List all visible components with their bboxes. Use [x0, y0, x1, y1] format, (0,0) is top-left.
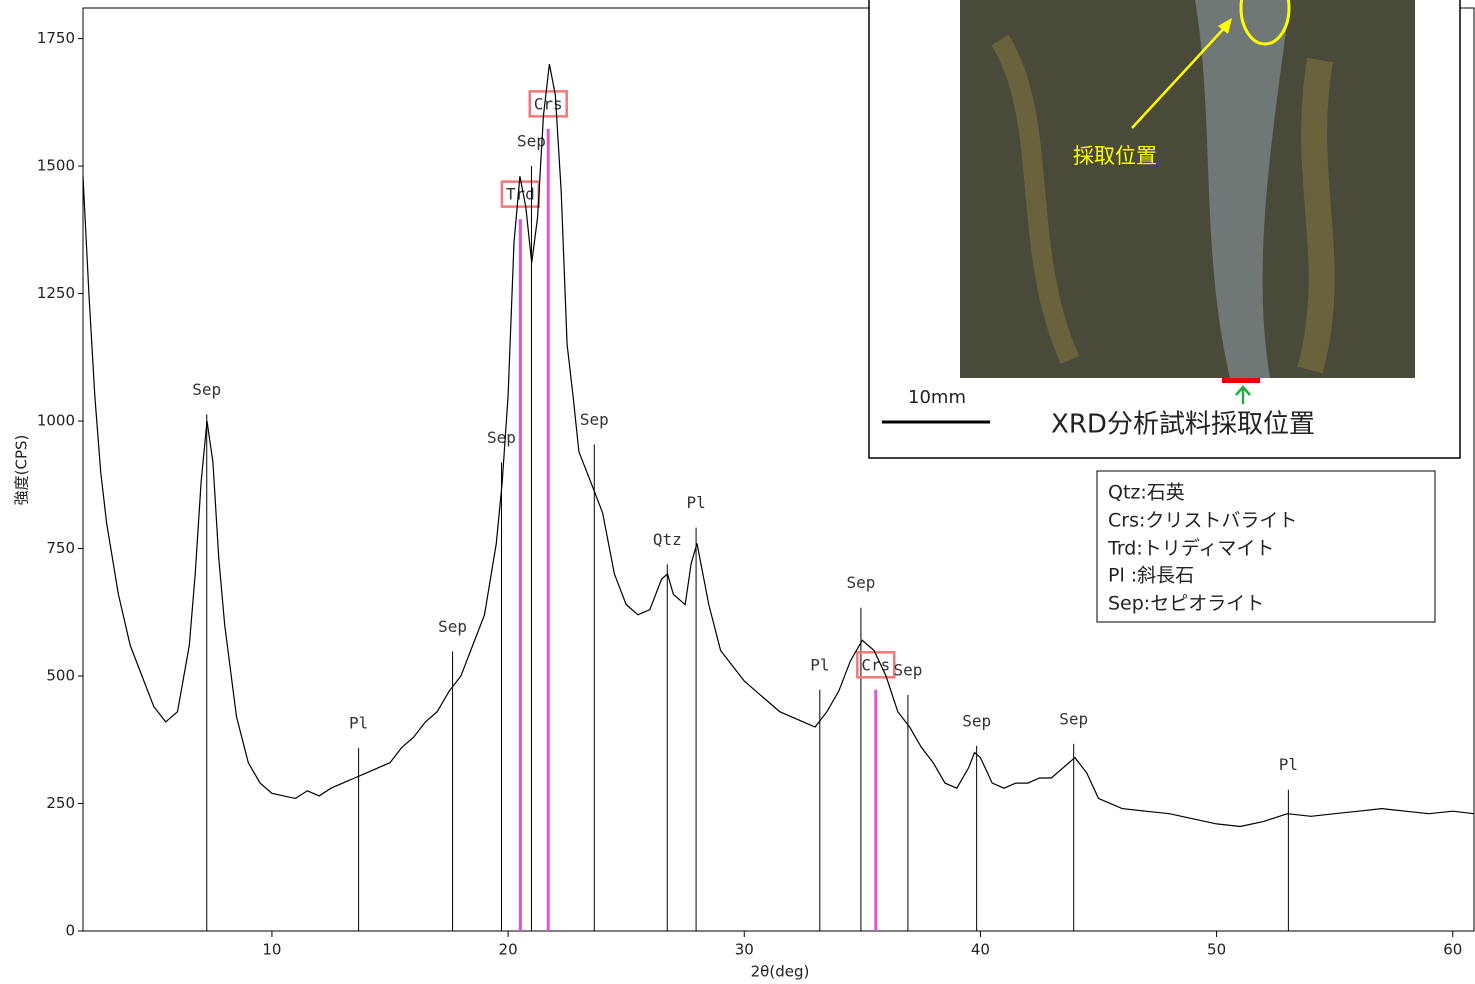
x-tick-label: 60 — [1443, 941, 1462, 959]
legend-entry: Trd:トリディマイト — [1107, 538, 1274, 560]
photo-label: 採取位置 — [1073, 144, 1157, 168]
peak-label-box — [856, 651, 896, 679]
y-tick-label: 500 — [46, 667, 75, 685]
photo-inset: 採取位置 10mm XRD分析試料採取位置 — [868, 0, 1461, 459]
legend-box — [1096, 470, 1436, 623]
peak-label: Sep — [846, 573, 875, 592]
arrow-head — [1218, 18, 1232, 34]
peak-label: Sep — [893, 660, 922, 679]
vein — [1195, 0, 1290, 378]
peak-label: Trd — [506, 185, 535, 204]
peak-label: Sep — [438, 617, 467, 636]
y-tick-label: 250 — [46, 794, 75, 812]
x-tick-label: 50 — [1207, 941, 1226, 959]
pointer-arrow — [1131, 23, 1229, 129]
scale-label: 10mm — [908, 387, 966, 408]
peak-label: Pl — [349, 713, 368, 732]
texture — [1297, 57, 1335, 374]
texture — [991, 34, 1080, 365]
x-tick-label: 40 — [971, 941, 990, 959]
peak-label: Pl — [686, 493, 705, 512]
legend-entry: Pl :斜長石 — [1108, 565, 1194, 587]
peak-label: Sep — [962, 711, 991, 730]
peak-label: Crs — [861, 655, 890, 674]
legend-entry: Sep:セピオライト — [1108, 593, 1264, 615]
peak-label: Pl — [1279, 755, 1298, 774]
y-tick-label: 1000 — [37, 412, 75, 430]
peak-label-box — [528, 90, 568, 118]
plot-frame — [82, 7, 1475, 932]
photo-caption: XRD分析試料採取位置 — [1051, 410, 1315, 440]
x-tick-label: 10 — [262, 941, 281, 959]
x-tick-label: 20 — [499, 941, 518, 959]
y-tick-label: 0 — [65, 922, 75, 940]
peak-label: Sep — [1059, 709, 1088, 728]
plot-area: 0 250 500 750 1000 1250 1500 1750 10 20 30 40 50 60 Se… — [37, 29, 1475, 959]
y-axis-title: 強度(CPS) — [13, 435, 31, 506]
peak-label: Sep — [487, 428, 516, 447]
peak-label: Sep — [192, 380, 221, 399]
peak-label: Crs — [534, 94, 563, 113]
y-tick-label: 750 — [46, 539, 75, 557]
peak-label: Sep — [580, 410, 609, 429]
sample-mark — [1222, 378, 1260, 383]
y-tick-label: 1500 — [37, 157, 75, 175]
sample-arrow — [1235, 385, 1251, 404]
legend-entry: Crs:クリストバライト — [1108, 510, 1297, 532]
y-tick-label: 1750 — [37, 29, 75, 47]
x-tick-label: 30 — [735, 941, 754, 959]
peak-label: Qtz — [653, 530, 682, 549]
spectrum-line — [82, 63, 1475, 828]
x-axis-title: 2θ(deg) — [751, 963, 810, 981]
legend-entry: Qtz:石英 — [1108, 482, 1185, 504]
y-tick-label: 1250 — [37, 284, 75, 302]
legend: Qtz:石英 Crs:クリストバライト Trd:トリディマイト Pl :斜長石 … — [1096, 470, 1436, 623]
sample-ellipse — [1239, 0, 1291, 46]
peak-label: Pl — [810, 655, 829, 674]
peak-label: Sep — [517, 132, 546, 151]
